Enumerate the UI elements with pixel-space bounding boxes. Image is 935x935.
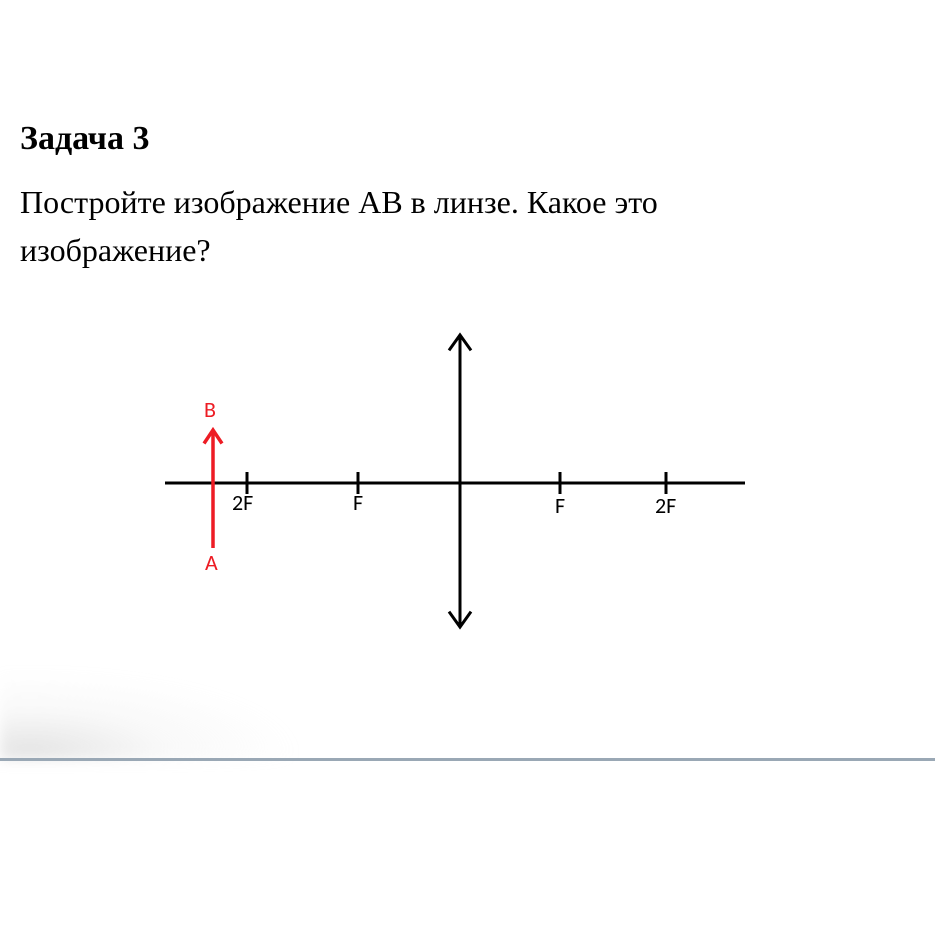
axis-tick-label: F — [353, 489, 363, 516]
divider-line — [0, 758, 935, 761]
object-label-B: B — [204, 396, 216, 423]
axis-tick-label: F — [555, 492, 565, 519]
axis-tick-label: 2F — [655, 492, 676, 519]
lens-diagram: 2F F F 2F A B — [0, 0, 935, 935]
object-label-A: A — [205, 549, 218, 576]
page-edge-shadow — [0, 670, 300, 760]
axis-tick-label: 2F — [232, 489, 253, 516]
